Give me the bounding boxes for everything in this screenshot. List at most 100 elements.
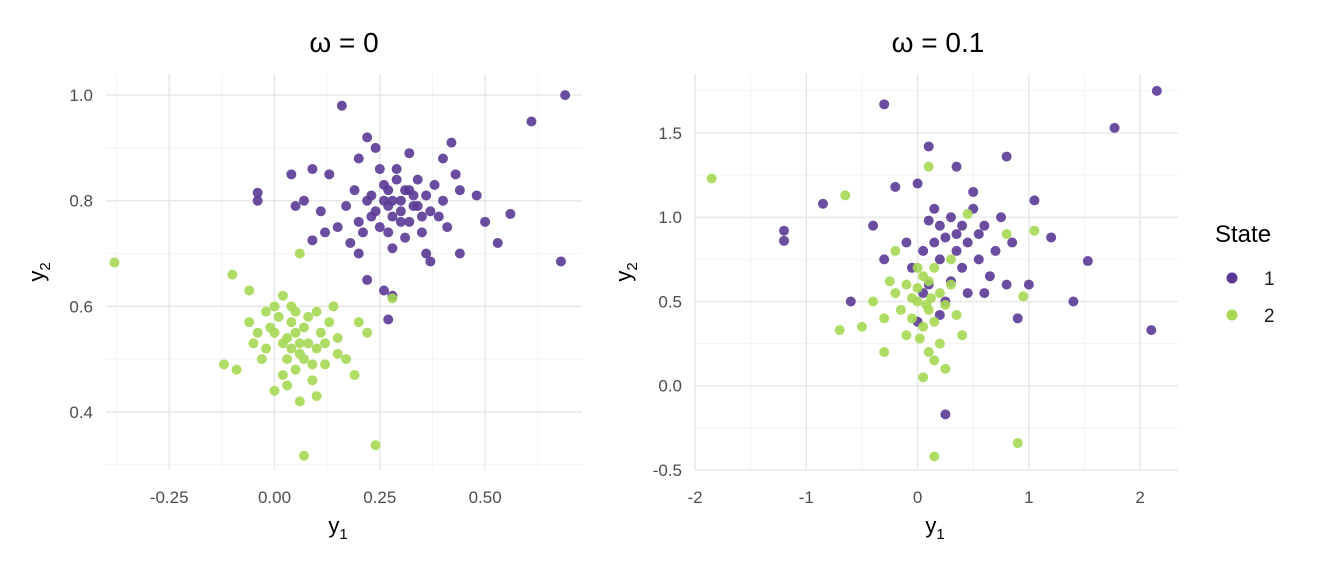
data-point-state-2 (706, 173, 717, 184)
data-point-state-2 (311, 343, 322, 354)
data-point-state-2 (921, 299, 932, 310)
data-point-state-1 (1023, 279, 1034, 290)
data-point-state-1 (454, 248, 465, 259)
data-point-state-1 (555, 256, 566, 267)
data-point-state-2 (261, 306, 272, 317)
data-point-state-1 (404, 148, 415, 159)
x-tick-label: 2 (1135, 488, 1144, 507)
data-point-state-2 (834, 325, 845, 336)
data-point-state-2 (311, 391, 322, 402)
data-point-state-2 (353, 317, 364, 328)
data-point-state-1 (391, 174, 402, 185)
data-point-state-2 (890, 245, 901, 256)
data-point-state-1 (349, 185, 360, 196)
data-point-state-2 (244, 317, 255, 328)
data-point-state-2 (929, 316, 940, 327)
data-point-state-2 (929, 355, 940, 366)
data-point-state-1 (442, 222, 453, 233)
data-point-state-2 (282, 380, 293, 391)
data-point-state-1 (387, 211, 398, 222)
data-point-state-2 (269, 385, 280, 396)
x-tick-label: 0.00 (258, 488, 291, 507)
data-point-state-1 (437, 153, 448, 164)
data-point-state-2 (929, 262, 940, 273)
panel1-title: ω = 0 (309, 27, 378, 58)
data-point-state-1 (421, 248, 432, 259)
panel-omega-0.1: -2 -1 0 1 2 -0.5 0.0 0.5 1.0 1.5 ω = 0.1 y1 y2 (611, 27, 1178, 543)
data-point-state-1 (412, 201, 423, 211)
data-point-state-1 (357, 227, 368, 238)
data-point-state-1 (1146, 325, 1157, 336)
data-point-state-1 (973, 229, 984, 240)
panel1-x-ticks: -0.25 0.00 0.25 0.50 (150, 488, 502, 507)
data-point-state-1 (1109, 122, 1120, 133)
data-point-state-2 (315, 327, 326, 338)
data-point-state-1 (387, 243, 398, 254)
data-point-state-1 (957, 220, 968, 231)
legend-label-state-2: 2 (1264, 306, 1275, 327)
data-point-state-1 (979, 288, 990, 299)
panel2-y-axis-label: y2 (611, 262, 641, 281)
data-point-state-1 (471, 190, 482, 201)
data-point-state-1 (990, 245, 1001, 256)
data-point-state-1 (379, 195, 390, 206)
data-point-state-2 (901, 279, 912, 290)
data-point-state-2 (940, 299, 951, 310)
data-point-state-2 (856, 321, 867, 332)
data-point-state-1 (366, 211, 377, 222)
x-tick-label: 0.50 (469, 488, 502, 507)
data-point-state-1 (437, 195, 448, 206)
data-point-state-1 (934, 220, 945, 231)
data-point-state-2 (923, 161, 934, 172)
x-tick-label: 0 (913, 488, 922, 507)
data-point-state-1 (480, 216, 491, 227)
data-point-state-2 (269, 301, 280, 312)
y-tick-label: 0.5 (658, 292, 682, 311)
data-point-state-1 (362, 274, 373, 285)
panel2-x-axis-label: y1 (925, 513, 944, 543)
x-tick-label: -2 (687, 488, 702, 507)
panel1-y-ticks: 0.4 0.6 0.8 1.0 (69, 86, 93, 422)
data-point-state-2 (261, 343, 272, 354)
data-point-state-2 (332, 333, 343, 343)
data-point-state-1 (879, 99, 890, 110)
legend: State 1 2 (1215, 221, 1275, 327)
data-point-state-2 (884, 276, 895, 287)
data-point-state-2 (294, 248, 305, 259)
data-point-state-1 (505, 208, 516, 219)
data-point-state-1 (336, 100, 347, 111)
panel-omega-0: -0.25 0.00 0.25 0.50 0.40.60.81.0 ω = 0 y1 … (24, 27, 582, 543)
data-point-state-2 (298, 322, 309, 333)
panel2-y-ticks: -0.5 0.0 0.5 1.0 1.5 (653, 124, 682, 480)
data-point-state-1 (425, 206, 436, 217)
data-point-state-1 (353, 153, 364, 164)
data-point-state-1 (374, 164, 385, 175)
data-point-state-1 (962, 237, 973, 248)
data-point-state-1 (996, 212, 1007, 223)
panel1-x-axis-label: y1 (328, 513, 347, 543)
data-point-state-2 (918, 372, 929, 383)
data-point-state-1 (923, 141, 934, 152)
data-point-state-1 (315, 206, 326, 217)
data-point-state-1 (395, 216, 406, 227)
data-point-state-2 (277, 290, 288, 301)
data-point-state-2 (1001, 229, 1012, 240)
data-point-state-1 (345, 237, 356, 248)
data-point-state-2 (1018, 291, 1029, 302)
data-point-state-1 (387, 195, 398, 206)
x-tick-label: 0.25 (363, 488, 396, 507)
data-point-state-1 (918, 245, 929, 256)
panel2-points (706, 85, 1162, 462)
data-point-state-2 (332, 348, 343, 359)
data-point-state-1 (370, 142, 381, 153)
data-point-state-1 (912, 178, 923, 189)
data-point-state-2 (362, 327, 373, 338)
data-point-state-1 (492, 237, 503, 248)
data-point-state-1 (353, 248, 364, 259)
data-point-state-2 (227, 269, 238, 280)
data-point-state-1 (957, 262, 968, 273)
data-point-state-1 (379, 285, 390, 296)
data-point-state-1 (560, 90, 571, 101)
panel2-title: ω = 0.1 (892, 27, 985, 58)
data-point-state-1 (1001, 279, 1012, 290)
